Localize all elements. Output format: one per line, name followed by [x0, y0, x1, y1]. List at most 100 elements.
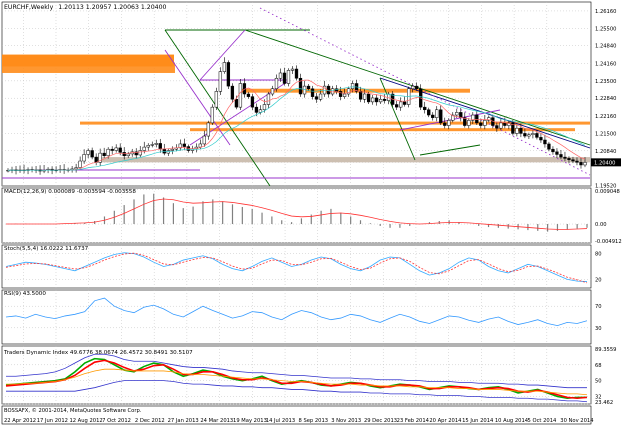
candle-body [342, 93, 347, 97]
pane-tick-label: 0.009048 [595, 189, 620, 195]
candle-body [439, 109, 443, 124]
current-price-tag [591, 158, 621, 167]
candle-body [314, 96, 319, 100]
candle-body [82, 154, 86, 162]
orange-zone-left [2, 62, 175, 73]
current-price-label: 1.20400 [594, 160, 615, 166]
candle-body [134, 151, 138, 156]
time-axis-label: 8 Sep 2013 [299, 418, 329, 424]
candle-body [479, 122, 483, 126]
candle-body [463, 117, 467, 126]
rsi-title: RSI(9) 43.5000 [4, 291, 46, 297]
stoch-signal-line [5, 252, 588, 284]
candle-body [78, 160, 82, 168]
candle-body [499, 122, 503, 129]
candle-body [370, 97, 375, 103]
time-axis-label: 27 Jan 2013 [168, 418, 199, 424]
candle-body [447, 120, 451, 126]
candle-body [170, 148, 174, 151]
candle-body [266, 93, 271, 105]
macd-title: MACD(12,26,9) 0.000089 -0.003594 -0.0035… [4, 189, 136, 195]
candle-body [567, 158, 571, 160]
candle-body [350, 83, 355, 89]
pane-tick-label: 70 [595, 304, 602, 310]
candle-body [346, 88, 351, 95]
candle-body [535, 133, 539, 138]
candle-body [118, 147, 122, 153]
tdi-title: Traders Dynamic Index 49.6776 38.0674 26… [3, 350, 193, 356]
candle-body [395, 104, 399, 108]
candle-body [563, 156, 567, 159]
candle-body [274, 77, 279, 89]
candle-body [290, 68, 295, 71]
time-axis-label: 29 Dec 2013 [364, 418, 397, 424]
candle-body [475, 114, 479, 124]
time-axis-label: 23 Feb 2014 [397, 418, 430, 424]
tdi-lower-band-line [6, 380, 588, 403]
candle-body [579, 162, 583, 166]
price-tick-label: 1.20840 [595, 149, 616, 155]
rsi-pane: 70 30 [2, 297, 602, 332]
trendlines[interactable] [2, 7, 591, 187]
candle-body [278, 72, 283, 79]
candle-body [451, 114, 455, 121]
candle-body [214, 91, 219, 108]
candle-body [431, 114, 435, 118]
candle-body [298, 77, 303, 95]
pane-frame-main [1, 1, 592, 187]
pane-tick-label: 23.462 [595, 400, 613, 406]
grid-lines [2, 2, 591, 404]
candle-body [182, 143, 186, 147]
candle-body [138, 150, 142, 156]
stochastic-pane: 80 20 [2, 252, 602, 284]
price-tick-label: 1.22160 [595, 114, 616, 120]
candle-body [527, 134, 531, 137]
price-tick-label: 1.26160 [595, 9, 616, 15]
candle-body [86, 150, 90, 155]
pane-tick-label: 89.3559 [595, 347, 616, 353]
candle-body [198, 143, 202, 148]
candle-body [166, 150, 170, 154]
candle-body [559, 154, 563, 158]
candle-body [362, 93, 367, 100]
candle-body [338, 91, 343, 97]
candlesticks [6, 57, 587, 175]
pane-tick-label: 68 [595, 363, 602, 369]
moving-average-cyan [7, 86, 586, 171]
candle-body [415, 85, 419, 89]
time-axis-label: 5 Oct 2014 [528, 418, 557, 424]
candle-body [399, 101, 403, 108]
pane-frame-stoch [1, 244, 592, 289]
pane-frame-macd [1, 187, 592, 244]
candle-body [515, 127, 519, 134]
gray-zone [95, 157, 590, 163]
candle-body [358, 91, 363, 100]
candle-body [230, 85, 235, 100]
candle-body [90, 150, 94, 158]
stoch-title: Stoch(5,5,4) 16.0222 11.6737 [4, 246, 89, 252]
candle-body [206, 122, 211, 137]
candle-body [246, 93, 251, 97]
candle-body [435, 109, 439, 118]
candle-body [294, 68, 299, 79]
purple-line-4 [164, 49, 231, 146]
time-axis: 22 Apr 2012 17 Jun 2012 12 Aug 2012 7 Oct 2… [4, 418, 594, 424]
candle-body [110, 148, 114, 151]
time-axis-label: 12 Aug 2012 [69, 418, 102, 424]
time-axis-label: 3 Nov 2013 [331, 418, 361, 424]
candle-body [455, 112, 459, 116]
pane-tick-label: 0.00 [595, 222, 607, 228]
candle-body [146, 145, 150, 148]
pane-tick-label: 32 [595, 394, 602, 400]
price-tick-label: 1.19520 [595, 183, 616, 189]
purple-line-1 [199, 29, 246, 81]
candle-body [94, 156, 98, 163]
candle-body [495, 125, 499, 129]
candle-body [282, 72, 287, 84]
macd-signal-line [6, 198, 588, 230]
candle-body [575, 160, 579, 163]
candle-body [483, 120, 487, 126]
candle-body [411, 85, 415, 89]
